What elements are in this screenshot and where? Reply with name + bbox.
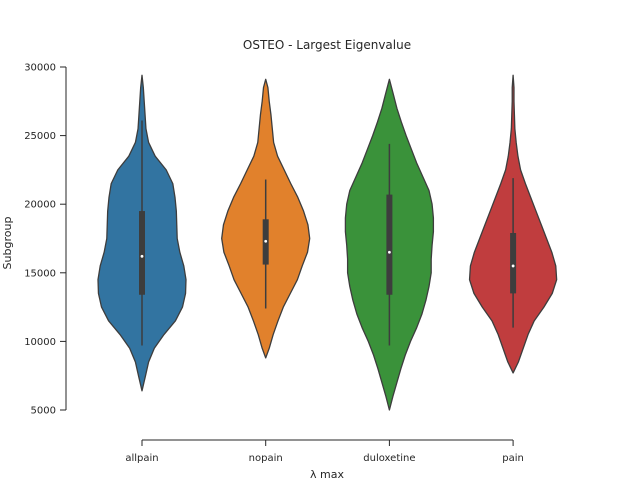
y-tick-label: 10000 <box>24 337 56 348</box>
y-tick-label: 25000 <box>24 131 56 142</box>
x-tick-label-duloxetine: duloxetine <box>363 453 415 464</box>
x-tick-label-allpain: allpain <box>125 453 158 464</box>
iqr-box-duloxetine <box>386 194 393 295</box>
x-axis-ticks: allpain nopain duloxetine pain <box>125 440 524 464</box>
chart-title: OSTEO - Largest Eigenvalue <box>243 38 411 52</box>
median-marker-nopain <box>264 239 268 243</box>
iqr-box-pain <box>510 233 517 294</box>
y-tick-label: 5000 <box>31 406 56 417</box>
x-tick-label-pain: pain <box>502 453 524 464</box>
median-marker-allpain <box>140 254 144 258</box>
x-tick-label-nopain: nopain <box>249 453 283 464</box>
x-axis-label: λ max <box>310 468 344 480</box>
median-marker-pain <box>511 264 515 268</box>
y-tick-label: 30000 <box>24 63 56 74</box>
y-axis-label: Subgroup <box>1 217 14 270</box>
median-marker-duloxetine <box>388 250 391 254</box>
violins-group <box>97 74 558 411</box>
y-axis-ticks: 5000 10000 15000 20000 25000 30000 <box>24 63 66 417</box>
y-tick-label: 20000 <box>24 200 56 211</box>
iqr-box-allpain <box>139 211 145 295</box>
y-tick-label: 15000 <box>24 268 56 279</box>
